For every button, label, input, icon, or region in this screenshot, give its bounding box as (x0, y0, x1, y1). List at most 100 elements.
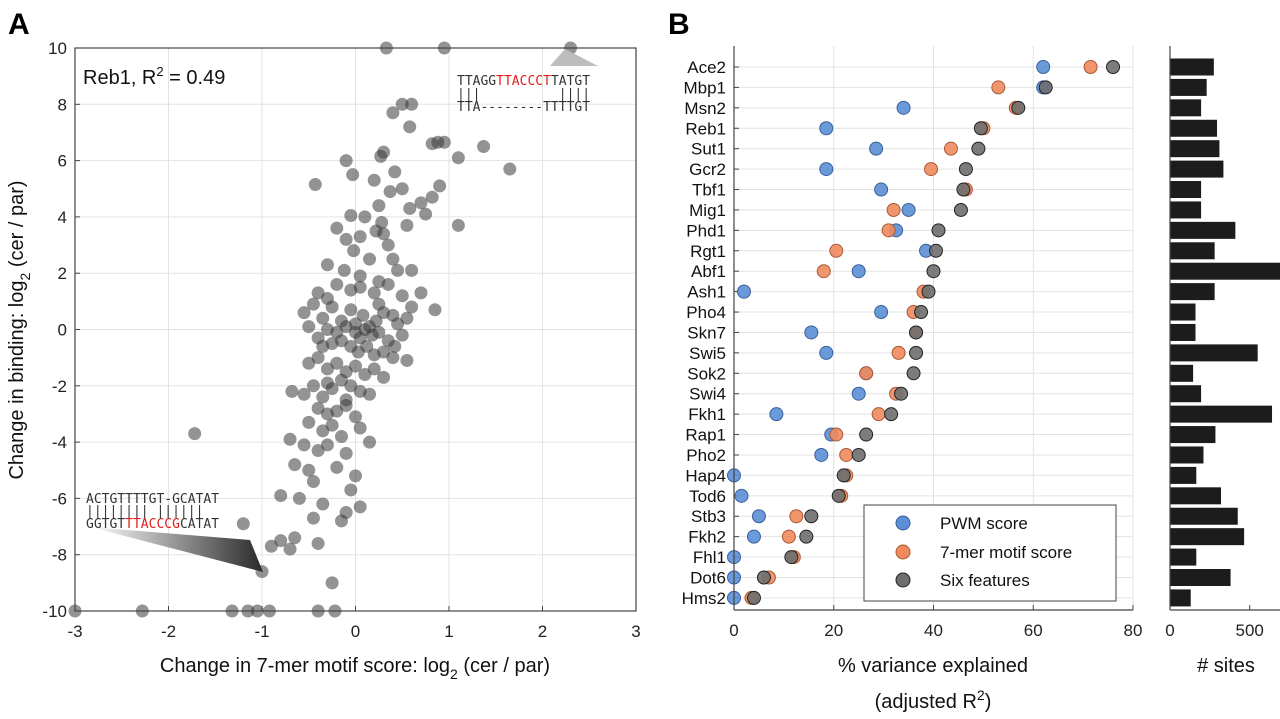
r2-label: Reb1, R (83, 67, 156, 89)
dot-point-7-mer-motif-score (839, 447, 854, 462)
dot-point-pwm-score (751, 509, 766, 524)
scatter-point (320, 362, 334, 376)
sites-bar (1170, 385, 1202, 403)
scatter-point (288, 531, 302, 545)
scatter-point (353, 230, 367, 244)
sites-bar (1170, 548, 1197, 566)
sites-bar (1170, 466, 1197, 484)
tf-label: Pho4 (686, 303, 726, 322)
scatter-x-tick-label: -3 (67, 622, 82, 641)
tf-label: Stb3 (691, 507, 726, 526)
dot-point-pwm-score (814, 447, 829, 462)
scatter-point (353, 500, 367, 514)
scatter-point (391, 263, 405, 277)
scatter-point (311, 444, 325, 458)
scatter-point (297, 438, 311, 452)
dot-point-six-features (956, 182, 971, 197)
scatter-y-tick-label: 10 (48, 39, 67, 58)
dot-point-pwm-score (819, 345, 834, 360)
scatter-point (306, 297, 320, 311)
scatter-point (264, 539, 278, 553)
seq-top-1b-highlight: TTACCCT (496, 74, 551, 89)
sites-bar (1170, 99, 1202, 117)
seq-bottom-line2: GGTGTTTACCCGCATAT (86, 517, 219, 532)
sites-x-label: # sites (1197, 655, 1255, 677)
scatter-point (353, 421, 367, 435)
dot-point-7-mer-motif-score (881, 223, 896, 238)
dot-point-six-features (931, 223, 946, 238)
dot-point-pwm-score (746, 529, 761, 544)
scatter-point (353, 280, 367, 294)
scatter-point (400, 311, 414, 325)
scatter-x-tick-label: 2 (538, 622, 547, 641)
scatter-point (316, 311, 330, 325)
scatter-point (306, 511, 320, 525)
dot-point-six-features (926, 264, 941, 279)
tf-label: Phd1 (686, 221, 726, 240)
dot-point-six-features (958, 162, 973, 177)
scatter-point (346, 168, 360, 182)
dot-point-six-features (859, 427, 874, 442)
dot-point-six-features (909, 325, 924, 340)
legend-six-features-marker (895, 572, 911, 588)
tf-label: Pho2 (686, 446, 726, 465)
scatter-point (425, 190, 439, 204)
scatter-point (405, 263, 419, 277)
dot-point-7-mer-motif-score (1083, 60, 1098, 74)
dot-point-six-features (784, 550, 799, 565)
scatter-point (377, 370, 391, 384)
sites-x-ticks: 0 500 (1165, 605, 1264, 640)
scatter-y-tick-label: 2 (58, 264, 67, 283)
scatter-point (330, 277, 344, 291)
dot-point-pwm-score (901, 202, 916, 217)
scatter-point (386, 351, 400, 365)
sites-bar (1170, 58, 1214, 76)
sites-bar (1170, 426, 1216, 444)
scatter-point (236, 517, 250, 531)
scatter-y-label: Change in binding: log2 (cer / par) (6, 180, 33, 479)
scatter-y-tick-label: -6 (52, 489, 67, 508)
scatter-point (349, 359, 362, 373)
dot-point-pwm-score (804, 325, 819, 340)
tf-label: Gcr2 (689, 160, 726, 179)
scatter-point (425, 137, 439, 151)
scatter-point (363, 435, 377, 449)
dot-point-7-mer-motif-score (924, 162, 939, 177)
sites-bar (1170, 140, 1220, 158)
scatter-point (367, 173, 381, 187)
scatter-point (391, 317, 405, 331)
seq-bottom-callout (90, 527, 263, 572)
sites-bar (1170, 487, 1222, 505)
dot-point-pwm-score (734, 488, 749, 503)
tf-label: Rgt1 (690, 242, 726, 261)
scatter-point (302, 356, 316, 370)
scatter-point (283, 432, 297, 446)
sites-bar (1170, 283, 1215, 301)
dot-point-six-features (804, 509, 819, 524)
scatter-point (374, 149, 388, 163)
tf-label: Msn2 (684, 99, 726, 118)
dot-point-7-mer-motif-score (781, 529, 796, 544)
scatter-point (395, 97, 409, 111)
scatter-point (395, 289, 409, 303)
r2-value: = 0.49 (164, 67, 226, 89)
scatter-point (316, 390, 330, 404)
scatter-point (320, 258, 334, 272)
legend-7mer-marker (895, 544, 911, 560)
scatter-point (377, 345, 391, 359)
sites-bar (1170, 589, 1191, 607)
sites-bar (1170, 160, 1224, 178)
scatter-point (386, 252, 400, 266)
sites-bar (1170, 528, 1245, 546)
scatter-point (308, 178, 322, 192)
scatter-point (311, 286, 325, 300)
seq-bottom-2a: GGTGT (86, 517, 125, 532)
scatter-point (349, 410, 362, 424)
sites-bar (1170, 221, 1236, 239)
tf-label: Ash1 (687, 283, 726, 302)
scatter-point (339, 446, 353, 460)
dot-point-six-features (851, 447, 866, 462)
